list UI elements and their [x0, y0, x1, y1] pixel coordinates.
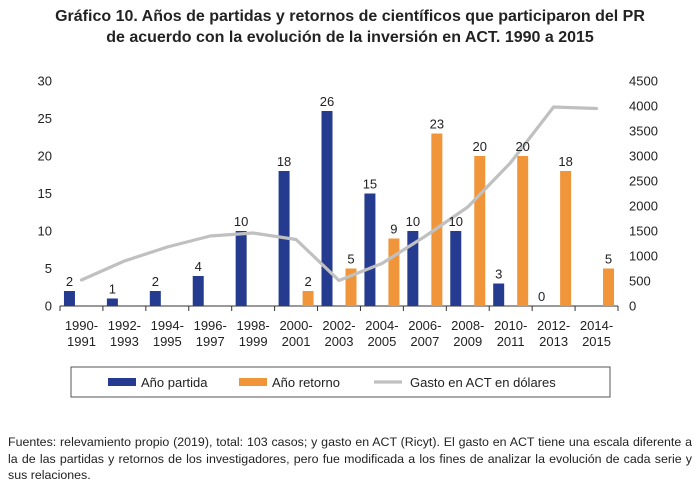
data-label-retorno: 23 [430, 117, 444, 132]
x-tick-label-top: 2000- [279, 318, 312, 333]
data-label-partida: 10 [406, 214, 420, 229]
left-axis-tick-label: 30 [38, 74, 52, 89]
x-tick-label-top: 2014- [580, 318, 613, 333]
data-label-partida: 2 [66, 274, 73, 289]
data-label-partida: 0 [538, 289, 545, 304]
legend-label-partida: Año partida [141, 375, 208, 390]
chart-title: Gráfico 10. Años de partidas y retornos … [0, 6, 700, 48]
x-tick-label-bottom: 1999 [239, 334, 268, 349]
chart-bars [63, 111, 615, 306]
right-axis-tick-label: 2500 [629, 174, 658, 189]
data-label-partida: 4 [195, 259, 202, 274]
right-axis-tick-label: 4500 [629, 74, 658, 89]
chart-legend: Año partida Año retorno Gasto en ACT en dó… [70, 366, 611, 398]
bar-retorno [603, 268, 615, 306]
bar-partida [106, 298, 118, 306]
x-tick-label-top: 1994- [151, 318, 184, 333]
right-axis-tick-label: 2000 [629, 199, 658, 214]
bar-partida [149, 291, 161, 306]
x-tick-label-bottom: 2007 [410, 334, 439, 349]
data-label-retorno: 18 [558, 154, 572, 169]
bar-partida [235, 231, 247, 306]
chart-line [79, 105, 599, 283]
x-tick-label-top: 1998- [237, 318, 270, 333]
data-label-partida: 26 [320, 94, 334, 109]
data-label-partida: 2 [152, 274, 159, 289]
bar-retorno [388, 238, 400, 306]
chart-x-tick-labels: 1990-1991 1992-1993 1994-1995 1996-1997 1998… [65, 318, 613, 349]
x-tick-label-top: 1992- [108, 318, 141, 333]
x-tick-label-top: 2006- [408, 318, 441, 333]
bar-retorno [431, 133, 443, 306]
x-tick-label-bottom: 2001 [282, 334, 311, 349]
left-axis-tick-label: 20 [38, 149, 52, 164]
x-tick-label-bottom: 1991 [67, 334, 96, 349]
x-tick-label-top: 2010- [494, 318, 527, 333]
right-axis-tick-label: 3500 [629, 124, 658, 139]
bar-partida [450, 231, 462, 306]
data-label-partida: 3 [495, 267, 502, 282]
bar-retorno [560, 171, 572, 306]
right-axis-tick-label: 500 [629, 274, 651, 289]
bar-partida [321, 111, 333, 306]
x-tick-label-top: 1996- [194, 318, 227, 333]
x-tick-label-bottom: 2009 [453, 334, 482, 349]
x-tick-label-bottom: 1993 [110, 334, 139, 349]
bar-partida [192, 276, 204, 306]
chart-data-labels: 2 1 2 4 10 18 2 26 5 15 9 10 23 10 20 3 20 0 18 5 [66, 94, 612, 304]
line-gasto-act [79, 105, 599, 283]
data-label-retorno: 2 [304, 274, 311, 289]
bar-partida [63, 291, 75, 306]
x-tick-label-top: 2004- [365, 318, 398, 333]
data-label-partida: 1 [109, 282, 116, 297]
data-label-partida: 15 [363, 177, 377, 192]
source-note: Fuentes: relevamiento propio (2019), tot… [8, 435, 692, 482]
legend-box [70, 366, 611, 398]
x-tick-label-bottom: 2003 [325, 334, 354, 349]
data-label-retorno: 9 [390, 222, 397, 237]
data-label-retorno: 20 [515, 139, 529, 154]
bar-retorno [345, 268, 357, 306]
left-axis-tick-label: 0 [45, 299, 52, 314]
x-tick-label-bottom: 2015 [582, 334, 611, 349]
data-label-partida: 10 [449, 214, 463, 229]
right-axis-tick-label: 1000 [629, 249, 658, 264]
right-axis-tick-label: 3000 [629, 149, 658, 164]
x-tick-label-top: 2012- [537, 318, 570, 333]
x-tick-label-bottom: 1997 [196, 334, 225, 349]
left-axis-tick-label: 10 [38, 224, 52, 239]
x-tick-label-top: 1990- [65, 318, 98, 333]
right-axis-tick-label: 0 [629, 299, 636, 314]
data-label-retorno: 5 [605, 252, 612, 267]
combo-chart: 0510152025300500100015002000250030003500… [38, 74, 658, 398]
right-axis-tick-label: 1500 [629, 224, 658, 239]
legend-swatch-retorno [239, 378, 267, 386]
chart-title-line-1: Gráfico 10. Años de partidas y retornos … [55, 8, 645, 25]
data-label-partida: 18 [277, 154, 291, 169]
data-label-retorno: 20 [473, 139, 487, 154]
right-axis-tick-label: 4000 [629, 99, 658, 114]
bar-retorno [302, 291, 314, 306]
bar-partida [493, 283, 505, 306]
left-axis-tick-label: 25 [38, 111, 52, 126]
x-tick-label-bottom: 1995 [153, 334, 182, 349]
data-label-partida: 10 [234, 214, 248, 229]
chart-axes: 0510152025300500100015002000250030003500… [38, 74, 658, 314]
legend-label-gasto: Gasto en ACT en dólares [410, 375, 556, 390]
x-tick-label-bottom: 2005 [367, 334, 396, 349]
left-axis-tick-label: 5 [45, 261, 52, 276]
x-tick-label-top: 2002- [322, 318, 355, 333]
data-label-retorno: 5 [347, 252, 354, 267]
legend-swatch-partida [108, 378, 136, 386]
bar-retorno [517, 156, 529, 306]
x-tick-label-top: 2008- [451, 318, 484, 333]
left-axis-tick-label: 15 [38, 186, 52, 201]
legend-label-retorno: Año retorno [272, 375, 340, 390]
x-tick-label-bottom: 2013 [539, 334, 568, 349]
x-tick-label-bottom: 2011 [497, 334, 525, 349]
chart-title-line-2: de acuerdo con la evolución de la invers… [106, 29, 594, 46]
bar-retorno [474, 156, 486, 306]
bar-partida [364, 193, 376, 306]
bar-partida [407, 231, 419, 306]
